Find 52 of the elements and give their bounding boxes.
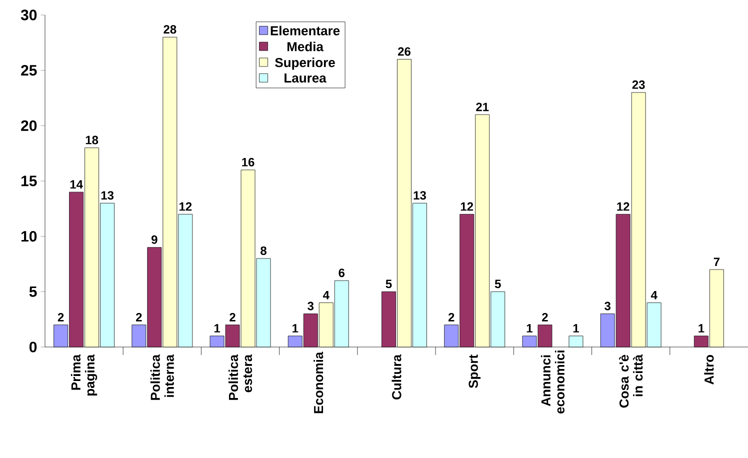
data-label: 26 — [398, 47, 410, 56]
data-label: 1 — [214, 324, 220, 332]
legend-label: Media — [287, 42, 324, 52]
y-tick-label: 30 — [20, 10, 37, 20]
y-tick-label: 25 — [21, 65, 37, 76]
data-label: 8 — [260, 246, 267, 255]
data-label: 3 — [308, 302, 314, 310]
data-label: 6 — [338, 268, 345, 278]
x-tick-label: Economia — [314, 352, 324, 414]
data-label: 2 — [230, 312, 236, 322]
data-label: 4 — [650, 290, 658, 300]
data-label: 1 — [526, 324, 532, 332]
data-label: 14 — [70, 180, 83, 189]
data-label: 7 — [714, 258, 720, 266]
data-label: 5 — [386, 280, 392, 288]
data-label: 13 — [101, 191, 114, 200]
data-label: 12 — [179, 202, 192, 211]
x-tick-label: Prima pagina — [70, 354, 98, 396]
data-label: 1 — [698, 324, 704, 332]
x-tick-label: Politica interna — [150, 354, 174, 400]
data-label: 12 — [617, 202, 630, 211]
data-label: 2 — [58, 312, 64, 322]
legend-label: Laurea — [284, 74, 326, 83]
x-tick-label: Annunci economici — [540, 350, 564, 414]
legend-label: Superiore — [275, 58, 335, 70]
y-tick-label: 5 — [29, 286, 37, 297]
y-tick-label: 20 — [21, 120, 37, 131]
x-tick-label: Cosa c'è in città — [619, 354, 643, 408]
data-label: 3 — [604, 302, 610, 310]
data-label: 2 — [542, 312, 548, 322]
data-label: 4 — [322, 290, 330, 300]
data-label: 1 — [573, 324, 579, 332]
y-tick-label: 10 — [21, 231, 37, 242]
x-tick-label: Sport — [468, 354, 481, 388]
data-label: 5 — [494, 280, 501, 288]
data-label: 23 — [632, 80, 645, 89]
y-tick-label: 0 — [29, 342, 37, 352]
data-label: 13 — [414, 191, 426, 200]
data-label: 21 — [476, 102, 489, 112]
data-label: 28 — [164, 25, 176, 34]
data-label: 2 — [448, 312, 454, 322]
x-tick-label: Cultura — [392, 354, 402, 400]
data-label: 18 — [86, 136, 98, 144]
y-tick-label: 15 — [21, 176, 37, 186]
legend-label: Elementare — [270, 26, 340, 36]
x-tick-label: Altro — [704, 354, 714, 384]
data-label: 1 — [292, 324, 298, 332]
data-label: 9 — [152, 235, 158, 244]
x-tick-label: Politica estera — [228, 354, 252, 400]
data-label: 12 — [460, 202, 474, 211]
data-label: 2 — [136, 312, 142, 322]
data-label: 16 — [242, 158, 254, 166]
